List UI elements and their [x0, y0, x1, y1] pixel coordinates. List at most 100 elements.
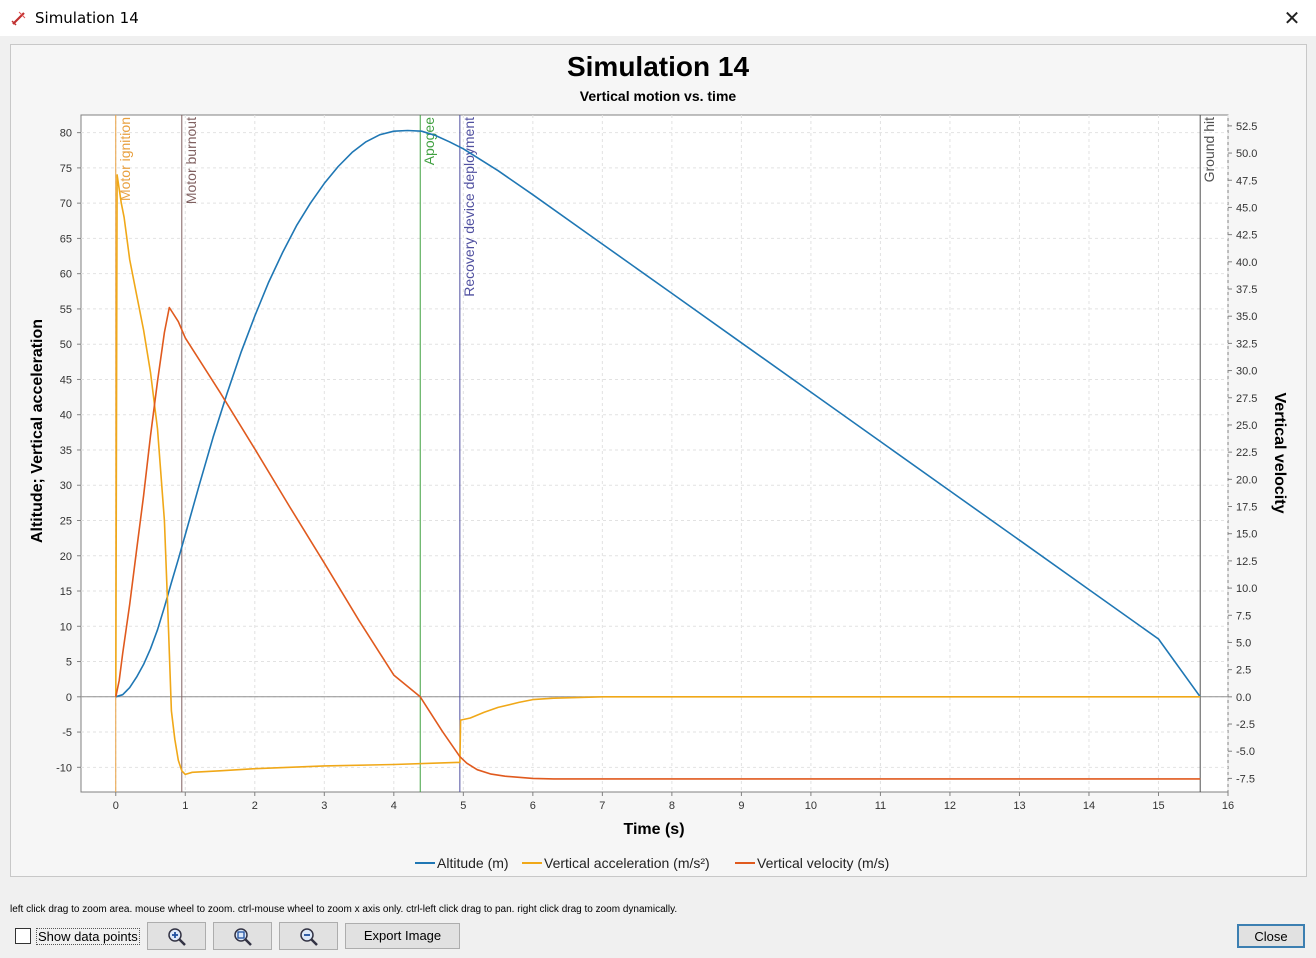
y-left-tick-label: 50	[60, 339, 72, 351]
y-right-tick-label: 22.5	[1236, 447, 1257, 459]
y-right-tick-label: 7.5	[1236, 610, 1251, 622]
chart-subtitle: Vertical motion vs. time	[580, 88, 737, 104]
x-tick-label: 15	[1152, 800, 1164, 812]
y-left-tick-label: 30	[60, 480, 72, 492]
export-image-button[interactable]: Export Image	[345, 923, 460, 949]
legend: Altitude (m) Vertical acceleration (m/s²)…	[415, 855, 889, 871]
y-right-tick-label: 12.5	[1236, 556, 1257, 568]
zoom-in-icon	[167, 928, 186, 946]
y-right-tick-label: -2.5	[1236, 719, 1255, 731]
x-tick-label: 1	[182, 800, 188, 812]
y-right-tick-label: 42.5	[1236, 230, 1257, 242]
event-label: Ground hit	[1201, 117, 1217, 182]
y-right-tick-label: -5.0	[1236, 746, 1255, 758]
x-tick-label: 6	[530, 800, 536, 812]
y-left-tick-label: 20	[60, 551, 72, 563]
y-right-tick-label: -7.5	[1236, 773, 1255, 785]
chart-panel[interactable]: Motor ignition Motor burnout Apogee Recover…	[10, 44, 1307, 877]
close-button[interactable]: Close	[1237, 924, 1305, 948]
y-left-tick-label: 25	[60, 515, 72, 527]
y-left-tick-label: 55	[60, 304, 72, 316]
y-right-tick-label: 47.5	[1236, 175, 1257, 187]
y-right-tick-label: 32.5	[1236, 338, 1257, 350]
y-left-tick-label: 35	[60, 445, 72, 457]
series-lines	[115, 129, 1201, 780]
y-axis-left-label: Altitude; Vertical acceleration	[29, 319, 46, 543]
event-label: Apogee	[421, 117, 437, 165]
x-tick-label: 12	[944, 800, 956, 812]
x-tick-label: 3	[321, 800, 327, 812]
x-tick-label: 7	[599, 800, 605, 812]
chart-title: Simulation 14	[567, 51, 749, 82]
y-left-tick-label: 10	[60, 621, 72, 633]
y-left-tick-label: 80	[60, 128, 72, 140]
x-tick-label: 0	[113, 800, 119, 812]
x-tick-label: 4	[391, 800, 397, 812]
zoom-in-button[interactable]	[147, 922, 206, 950]
y-right-tick-label: 15.0	[1236, 529, 1257, 541]
zoom-out-icon	[299, 928, 318, 946]
window-close-icon[interactable]: ✕	[1283, 6, 1301, 30]
legend-entry: Vertical velocity (m/s)	[757, 855, 889, 871]
x-tick-label: 11	[875, 800, 886, 812]
y-right-tick-label: 17.5	[1236, 502, 1257, 514]
x-tick-label: 9	[738, 800, 744, 812]
y-left-tick-label: 15	[60, 586, 72, 598]
x-tick-label: 13	[1013, 800, 1025, 812]
y-left-tick-label: 70	[60, 198, 72, 210]
y-axis-right-label: Vertical velocity	[1271, 393, 1288, 514]
y-left-tick-label: 5	[66, 657, 72, 669]
series-line	[115, 129, 1201, 698]
y-right-tick-label: 27.5	[1236, 393, 1257, 405]
y-right-tick-label: 30.0	[1236, 366, 1257, 378]
x-tick-label: 16	[1222, 800, 1234, 812]
title-bar: Simulation 14 ✕	[0, 0, 1316, 36]
event-label: Recovery device deployment	[461, 117, 477, 297]
x-tick-label: 14	[1083, 800, 1095, 812]
axis-ticks: 0 1 2 3 4 5 6 7 8 9 10 11 12 13 14 15 16-10-505101520253…	[56, 121, 1257, 812]
window-title: Simulation 14	[35, 9, 139, 27]
y-right-tick-label: 20.0	[1236, 474, 1257, 486]
plot-area	[80, 114, 1229, 793]
y-right-tick-label: 45.0	[1236, 202, 1257, 214]
usage-hint: left click drag to zoom area. mouse whee…	[10, 904, 678, 915]
event-markers: Motor ignition Motor burnout Apogee Recover…	[115, 115, 1217, 792]
zoom-fit-button[interactable]	[213, 922, 272, 950]
grid-lines	[81, 115, 1229, 792]
checkbox-box[interactable]	[15, 928, 31, 944]
y-right-tick-label: 35.0	[1236, 311, 1257, 323]
x-tick-label: 8	[669, 800, 675, 812]
legend-entry: Vertical acceleration (m/s²)	[544, 855, 710, 871]
y-left-tick-label: 75	[60, 163, 72, 175]
y-right-tick-label: 5.0	[1236, 637, 1251, 649]
y-right-tick-label: 25.0	[1236, 420, 1257, 432]
y-left-tick-label: 65	[60, 233, 72, 245]
zoom-fit-icon	[233, 928, 252, 946]
y-left-tick-label: 45	[60, 374, 72, 386]
legend-entry: Altitude (m)	[437, 855, 509, 871]
rocket-icon	[11, 11, 26, 26]
x-axis-label: Time (s)	[623, 821, 684, 838]
x-tick-label: 2	[252, 800, 258, 812]
y-right-tick-label: 2.5	[1236, 665, 1251, 677]
y-right-tick-label: 37.5	[1236, 284, 1257, 296]
y-left-tick-label: 40	[60, 410, 72, 422]
x-tick-label: 10	[805, 800, 817, 812]
y-right-tick-label: 52.5	[1236, 121, 1257, 133]
y-right-tick-label: 10.0	[1236, 583, 1257, 595]
y-left-tick-label: -5	[62, 727, 72, 739]
event-label: Motor burnout	[183, 117, 199, 204]
y-right-tick-label: 40.0	[1236, 257, 1257, 269]
series-line	[115, 174, 1201, 776]
y-left-tick-label: 60	[60, 269, 72, 281]
y-right-tick-label: 50.0	[1236, 148, 1257, 160]
show-data-points-label[interactable]: Show data points	[36, 928, 140, 945]
x-tick-label: 5	[460, 800, 466, 812]
y-left-tick-label: -10	[56, 762, 72, 774]
y-left-tick-label: 0	[66, 692, 72, 704]
event-label: Motor ignition	[117, 117, 133, 201]
y-right-tick-label: 0.0	[1236, 692, 1251, 704]
chart[interactable]: Motor ignition Motor burnout Apogee Recover…	[11, 45, 1308, 878]
series-line	[115, 306, 1201, 780]
zoom-out-button[interactable]	[279, 922, 338, 950]
